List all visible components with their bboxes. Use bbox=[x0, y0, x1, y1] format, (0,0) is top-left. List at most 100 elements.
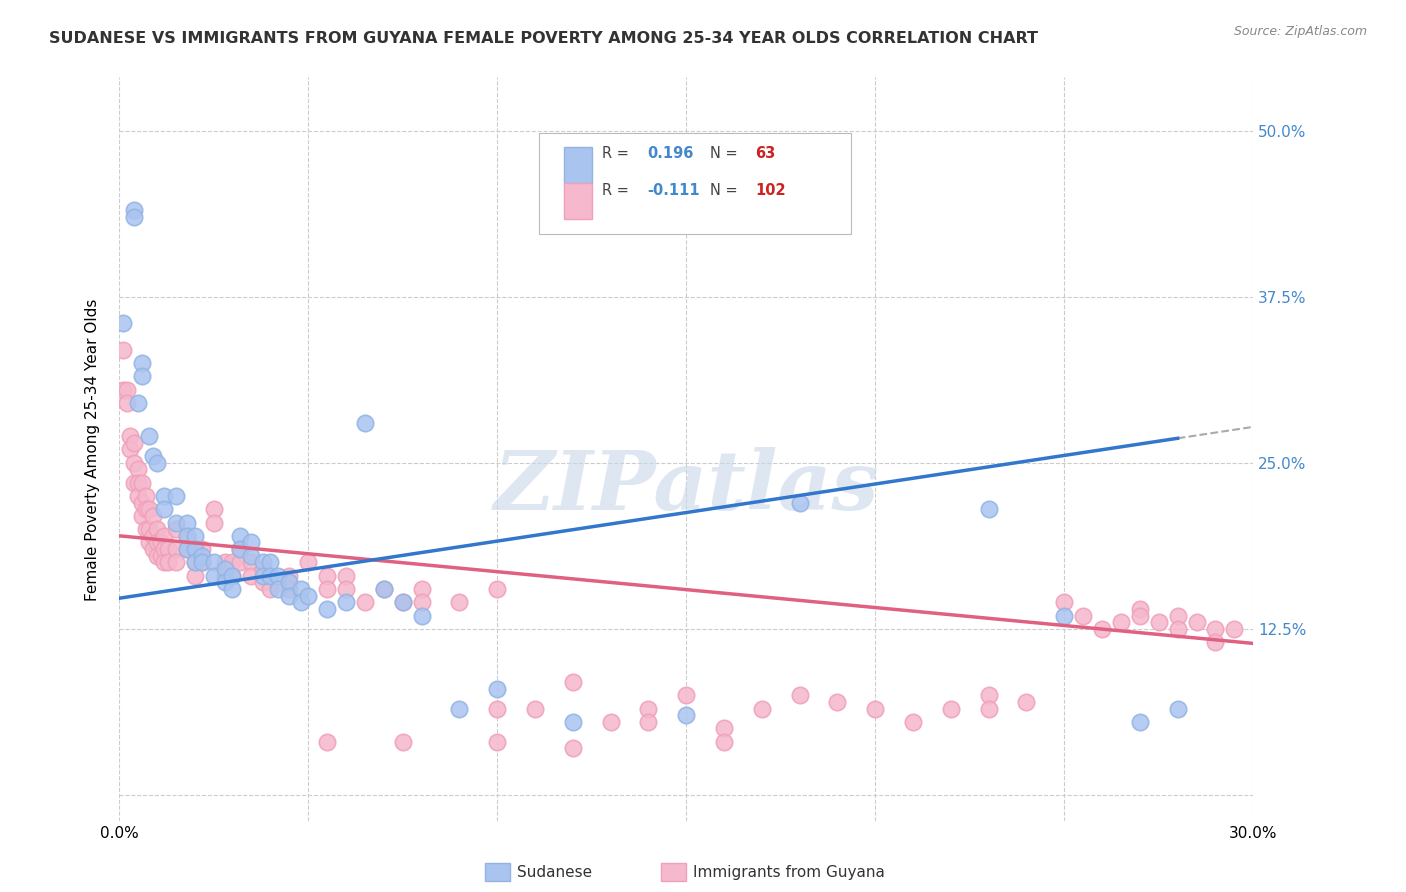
Point bbox=[637, 714, 659, 729]
Point bbox=[316, 582, 339, 596]
Point bbox=[1167, 701, 1189, 715]
Point bbox=[240, 555, 263, 569]
Point bbox=[191, 555, 214, 569]
Point bbox=[939, 701, 962, 715]
Point bbox=[157, 542, 180, 557]
Point bbox=[214, 562, 236, 576]
Point bbox=[115, 383, 138, 397]
Point bbox=[486, 681, 509, 696]
Point bbox=[214, 575, 236, 590]
Text: N =: N = bbox=[710, 183, 742, 198]
Point bbox=[316, 568, 339, 582]
Point bbox=[146, 456, 169, 470]
Point bbox=[131, 508, 153, 523]
Point bbox=[977, 688, 1000, 702]
Point bbox=[267, 582, 290, 596]
Point bbox=[131, 369, 153, 384]
Point bbox=[146, 535, 169, 549]
Point bbox=[149, 535, 172, 549]
Point bbox=[486, 582, 509, 596]
Point bbox=[149, 549, 172, 563]
Point bbox=[153, 489, 176, 503]
Point bbox=[789, 495, 811, 509]
Point bbox=[221, 568, 243, 582]
Point bbox=[122, 210, 145, 224]
Point bbox=[278, 575, 301, 590]
Point bbox=[449, 701, 471, 715]
Point bbox=[278, 568, 301, 582]
Point bbox=[1185, 615, 1208, 629]
Point bbox=[1147, 615, 1170, 629]
Point bbox=[202, 555, 225, 569]
Point bbox=[165, 522, 187, 536]
Point bbox=[290, 595, 312, 609]
Text: Source: ZipAtlas.com: Source: ZipAtlas.com bbox=[1233, 25, 1367, 38]
Point bbox=[290, 582, 312, 596]
Point bbox=[1167, 608, 1189, 623]
Point bbox=[675, 708, 697, 723]
Point bbox=[191, 549, 214, 563]
Text: SUDANESE VS IMMIGRANTS FROM GUYANA FEMALE POVERTY AMONG 25-34 YEAR OLDS CORRELAT: SUDANESE VS IMMIGRANTS FROM GUYANA FEMAL… bbox=[49, 31, 1038, 46]
Point bbox=[122, 435, 145, 450]
Point bbox=[138, 429, 160, 443]
Point bbox=[165, 516, 187, 530]
Point bbox=[353, 416, 375, 430]
Point bbox=[127, 489, 149, 503]
Point bbox=[561, 714, 583, 729]
Text: 0.196: 0.196 bbox=[648, 145, 695, 161]
Point bbox=[229, 555, 252, 569]
Point bbox=[411, 582, 433, 596]
Point bbox=[252, 555, 274, 569]
Point bbox=[122, 203, 145, 218]
Point bbox=[278, 582, 301, 596]
Point bbox=[183, 529, 205, 543]
Point bbox=[1015, 695, 1038, 709]
Point bbox=[373, 582, 395, 596]
Point bbox=[221, 555, 243, 569]
Point bbox=[901, 714, 924, 729]
Point bbox=[111, 316, 134, 330]
Point bbox=[252, 562, 274, 576]
Point bbox=[863, 701, 886, 715]
Point bbox=[1053, 595, 1076, 609]
Point bbox=[713, 722, 735, 736]
Point bbox=[229, 542, 252, 557]
Point bbox=[134, 522, 156, 536]
Point bbox=[165, 542, 187, 557]
Point bbox=[240, 568, 263, 582]
Point bbox=[259, 555, 281, 569]
Point bbox=[142, 542, 165, 557]
Point bbox=[176, 516, 198, 530]
Point bbox=[138, 535, 160, 549]
Point bbox=[1129, 602, 1152, 616]
Point bbox=[411, 608, 433, 623]
Text: R =: R = bbox=[602, 145, 634, 161]
Point bbox=[134, 489, 156, 503]
Point bbox=[267, 568, 290, 582]
Point bbox=[165, 489, 187, 503]
Point bbox=[202, 502, 225, 516]
Point bbox=[1109, 615, 1132, 629]
Point bbox=[157, 555, 180, 569]
Point bbox=[183, 555, 205, 569]
Point bbox=[176, 542, 198, 557]
Point bbox=[789, 688, 811, 702]
Point bbox=[165, 555, 187, 569]
Point bbox=[297, 555, 319, 569]
Text: Immigrants from Guyana: Immigrants from Guyana bbox=[693, 865, 884, 880]
Point bbox=[391, 595, 413, 609]
Point bbox=[221, 568, 243, 582]
Point bbox=[316, 602, 339, 616]
Point bbox=[111, 383, 134, 397]
Point bbox=[316, 735, 339, 749]
Point bbox=[1167, 622, 1189, 636]
Point bbox=[1091, 622, 1114, 636]
Point bbox=[122, 456, 145, 470]
Point bbox=[214, 555, 236, 569]
Point bbox=[297, 589, 319, 603]
Point bbox=[138, 522, 160, 536]
Point bbox=[214, 568, 236, 582]
Text: -0.111: -0.111 bbox=[648, 183, 700, 198]
Point bbox=[1204, 635, 1226, 649]
Point bbox=[127, 475, 149, 490]
